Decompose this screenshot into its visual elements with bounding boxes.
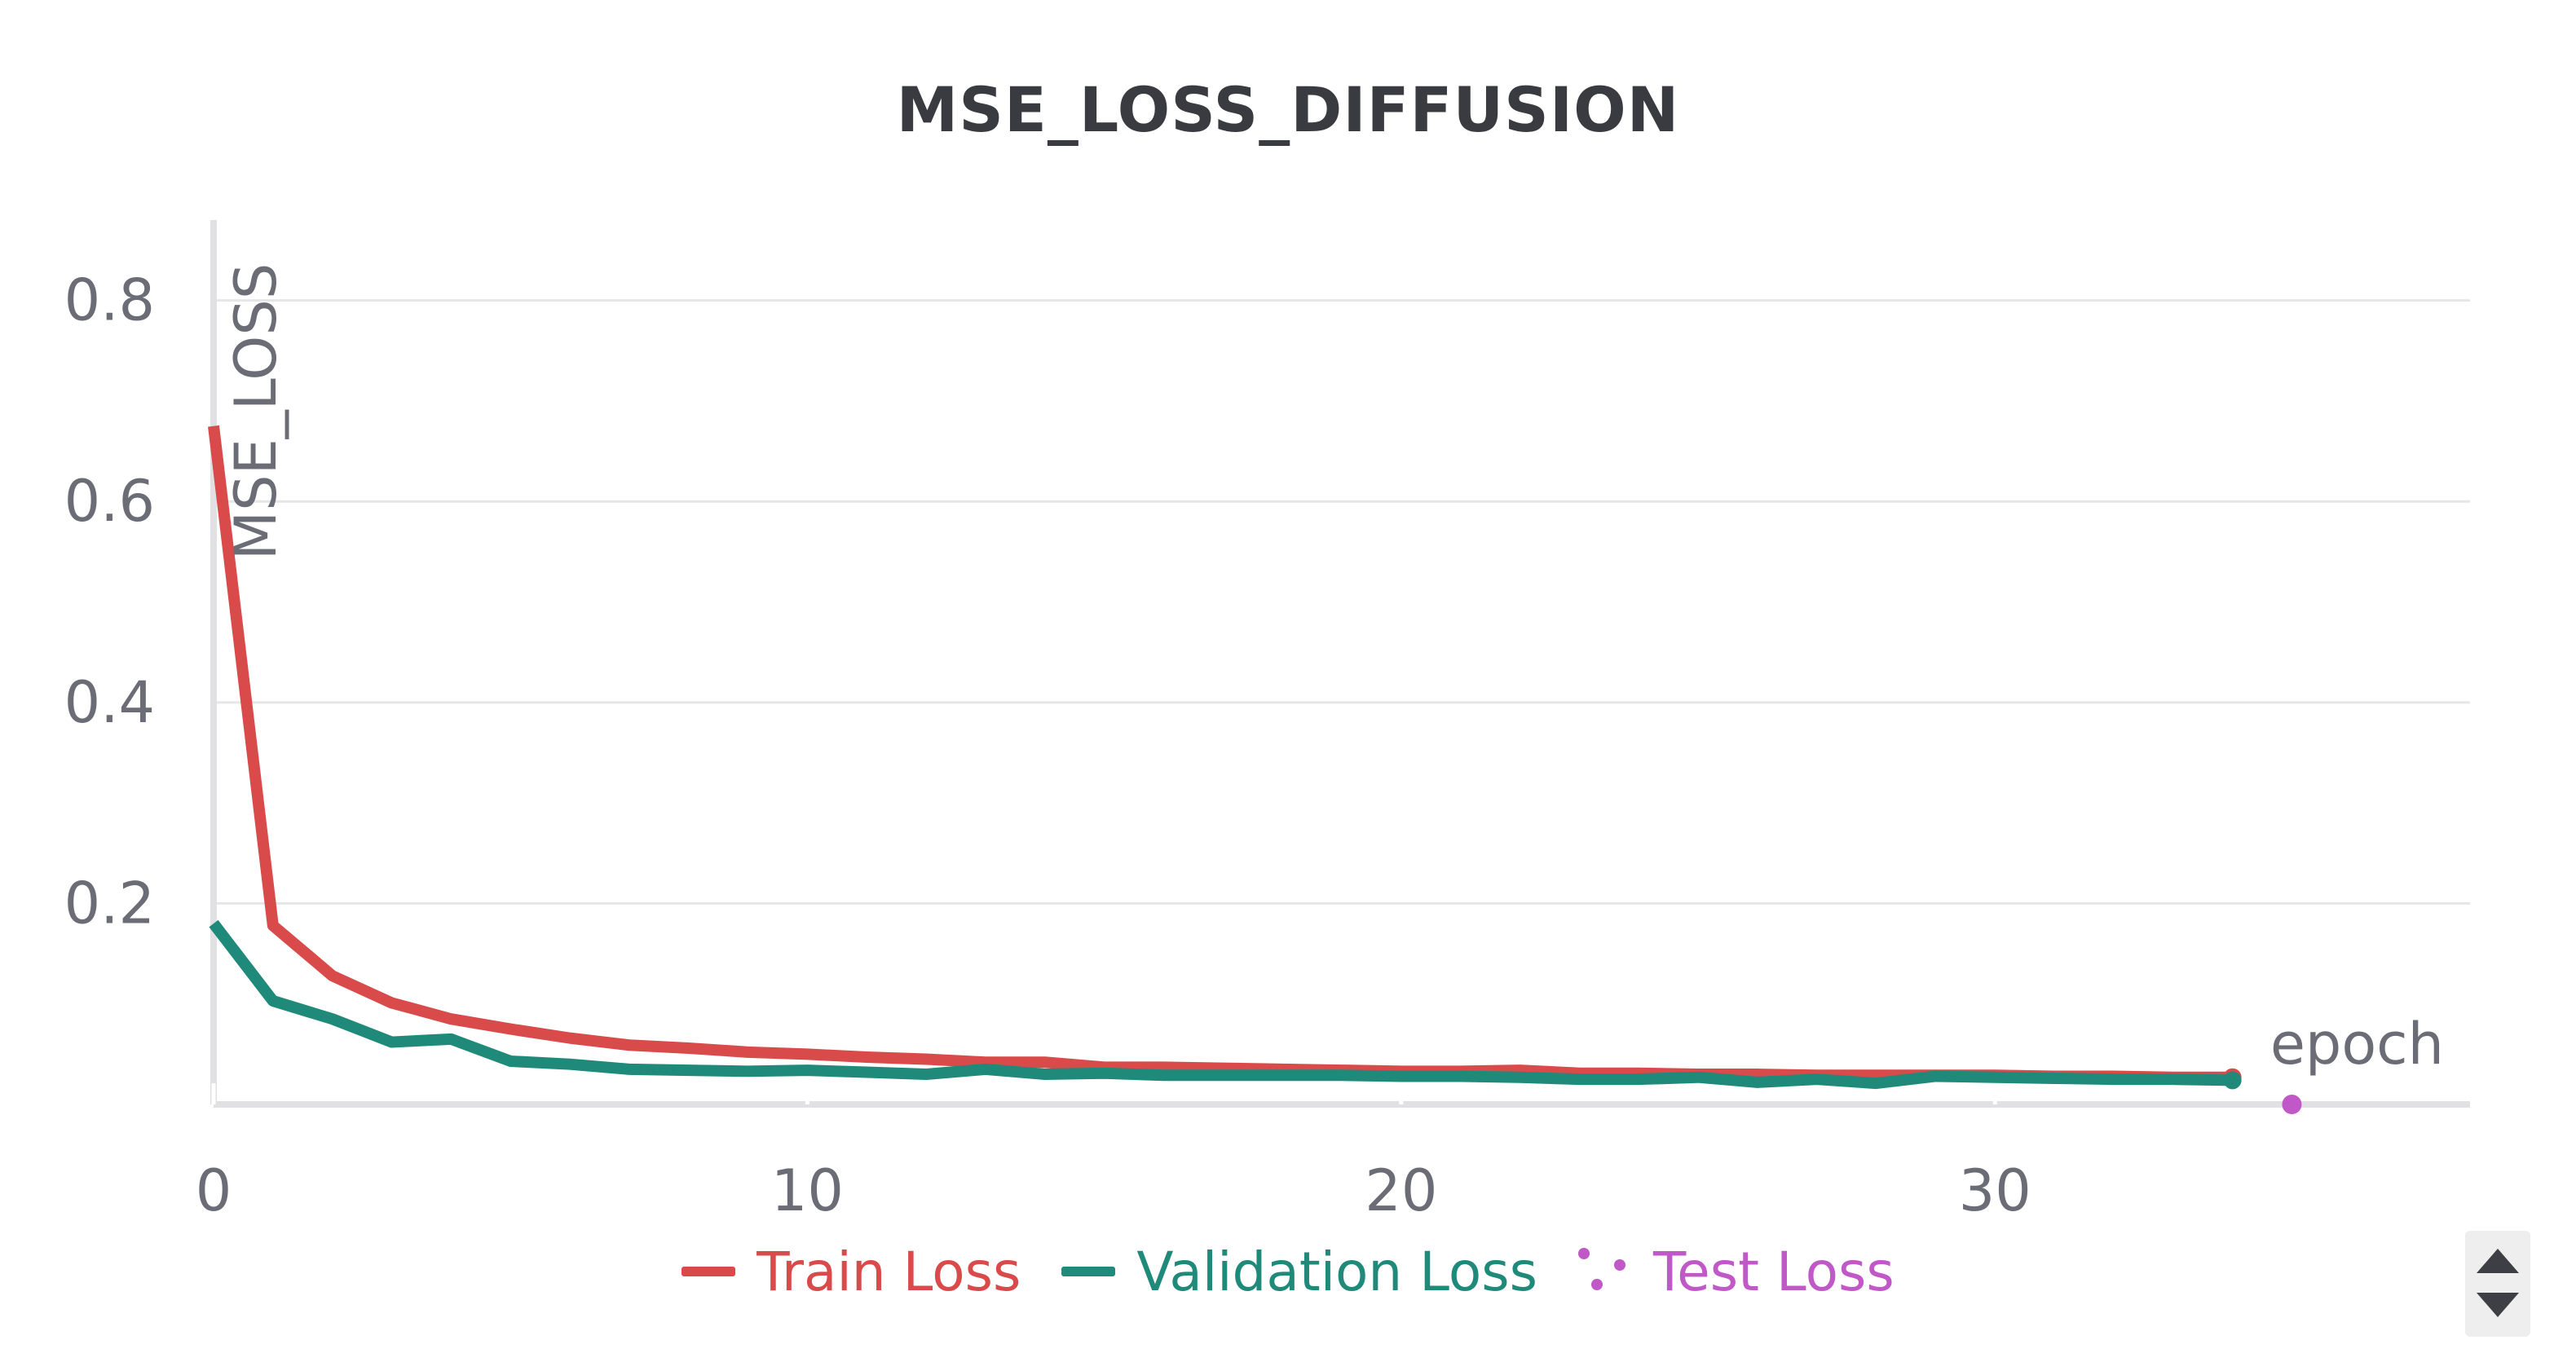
- scroll-down-icon[interactable]: [2477, 1293, 2519, 1317]
- legend-label: Validation Loss: [1136, 1240, 1538, 1303]
- y-tick-label: 0.4: [64, 669, 155, 736]
- y-tick-label: 0.6: [64, 468, 155, 535]
- series-endpoint: [2223, 1071, 2242, 1090]
- y-axis-label: MSE_LOSS: [223, 263, 289, 561]
- grid-lines: [214, 299, 2470, 905]
- scroll-up-icon[interactable]: [2477, 1249, 2519, 1273]
- x-tick-label: 30: [1959, 1157, 2031, 1224]
- legend-item-test-loss[interactable]: Test Loss: [1578, 1241, 1895, 1303]
- x-tick-label: 10: [771, 1157, 844, 1224]
- data-point-test-loss: [2282, 1095, 2302, 1114]
- legend-line-icon: [681, 1267, 736, 1276]
- x-tick-label: 20: [1365, 1157, 1437, 1224]
- series-layer: [208, 425, 2302, 1114]
- legend-label: Test Loss: [1653, 1240, 1895, 1303]
- x-tick-label: 0: [196, 1157, 232, 1224]
- legend-dots-icon: [1578, 1245, 1632, 1298]
- axes: 0.2 0.4 0.6 0.8 0 10 20 30: [64, 220, 2470, 1224]
- legend-line-icon: [1061, 1267, 1116, 1276]
- y-tick-label: 0.2: [64, 870, 155, 937]
- legend-item-train-loss[interactable]: Train Loss: [681, 1241, 1021, 1303]
- series-line-train-loss: [208, 425, 2233, 1083]
- chart-title: MSE_LOSS_DIFFUSION: [896, 73, 1680, 146]
- legend-label: Train Loss: [756, 1240, 1021, 1303]
- legend-scroll-control[interactable]: [2465, 1231, 2530, 1337]
- legend: Train Loss Validation Loss Test Loss: [0, 1231, 2576, 1312]
- legend-item-validation-loss[interactable]: Validation Loss: [1061, 1241, 1537, 1303]
- x-axis-label: epoch: [2270, 1011, 2444, 1078]
- y-tick-label: 0.8: [64, 267, 155, 334]
- series-line-validation-loss: [209, 919, 2233, 1090]
